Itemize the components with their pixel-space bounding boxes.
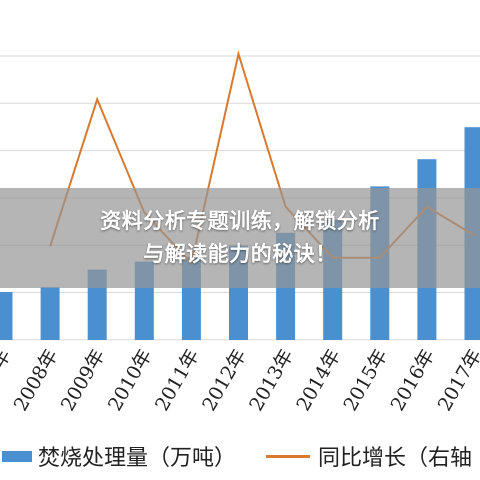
x-tick-label: 2012年 <box>198 346 251 415</box>
x-tick-label: 2010年 <box>104 346 157 415</box>
bar-2007年 <box>0 292 13 340</box>
x-tick-label: 2009年 <box>57 346 110 415</box>
x-tick-labels: 2007年2008年2009年2010年2011年2012年2013年2014年… <box>0 346 480 415</box>
overlay-banner: 资料分析专题训练，解锁分析 与解读能力的秘诀！ <box>0 188 480 288</box>
x-tick-label: 2013年 <box>245 346 298 415</box>
legend: 焚烧处理量（万吨） 同比增长（右轴 <box>0 432 480 480</box>
legend-line-label: 同比增长（右轴 <box>318 446 473 471</box>
legend-bar-swatch <box>2 451 32 462</box>
x-tick-label: 2015年 <box>339 346 392 415</box>
banner-line-2: 与解读能力的秘诀！ <box>143 242 337 266</box>
x-tick-label: 2016年 <box>386 346 439 415</box>
legend-line-swatch <box>266 455 310 458</box>
x-tick-label: 2008年 <box>10 346 63 415</box>
x-tick-label: 2011年 <box>151 346 204 415</box>
x-tick-label: 2014年 <box>292 346 345 415</box>
bar-2008年 <box>40 287 60 340</box>
legend-bar-label: 焚烧处理量（万吨） <box>38 446 237 471</box>
x-tick-label: 2017年 <box>434 346 480 415</box>
banner-line-1: 资料分析专题训练，解锁分析 <box>100 209 380 233</box>
